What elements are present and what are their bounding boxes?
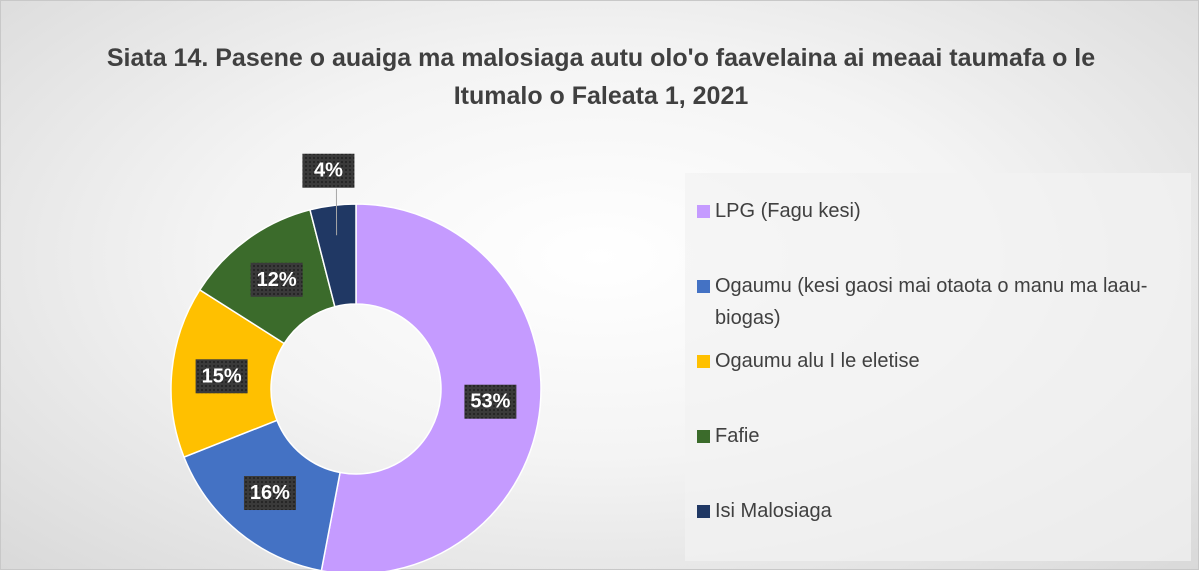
legend-label: Ogaumu (kesi gaosi mai otaota o manu ma … xyxy=(715,270,1167,334)
legend-swatch xyxy=(697,280,710,293)
legend-swatch xyxy=(697,505,710,518)
legend-swatch xyxy=(697,430,710,443)
data-label: 12% xyxy=(257,269,297,291)
data-label: 53% xyxy=(470,391,510,413)
legend-item: Ogaumu (kesi gaosi mai otaota o manu ma … xyxy=(697,270,1167,334)
legend-item: LPG (Fagu kesi) xyxy=(697,195,1167,227)
legend-swatch xyxy=(697,205,710,218)
legend-label: LPG (Fagu kesi) xyxy=(715,195,861,227)
legend-label: Fafie xyxy=(715,420,759,452)
legend-item: Fafie xyxy=(697,420,1167,452)
legend-label: Ogaumu alu I le eletise xyxy=(715,345,920,377)
legend: LPG (Fagu kesi) Ogaumu (kesi gaosi mai ot… xyxy=(685,173,1191,561)
legend-label: Isi Malosiaga xyxy=(715,495,832,527)
data-label: 15% xyxy=(202,365,242,387)
data-label: 16% xyxy=(250,482,290,504)
data-label: 4% xyxy=(314,160,343,182)
legend-item: Ogaumu alu I le eletise xyxy=(697,345,1167,377)
legend-item: Isi Malosiaga xyxy=(697,495,1167,527)
legend-swatch xyxy=(697,355,710,368)
